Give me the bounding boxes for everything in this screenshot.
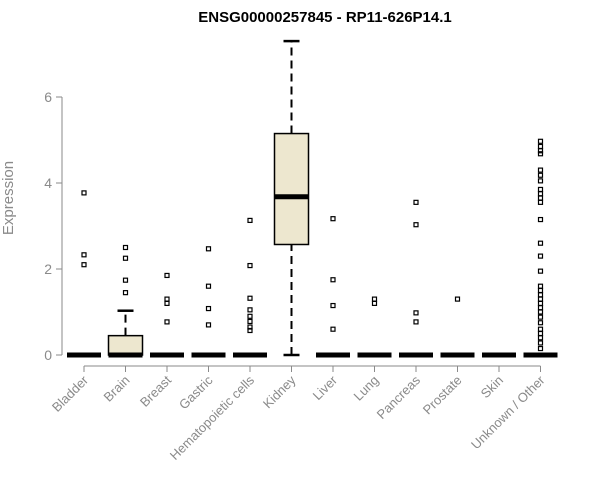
outlier-point: [537, 216, 544, 223]
y-tick-label: 2: [44, 261, 52, 277]
outlier-point: [537, 172, 544, 178]
outlier-point: [537, 268, 544, 274]
outlier-point: [164, 296, 170, 302]
box-brain: [107, 244, 144, 358]
outlier-point: [164, 272, 170, 279]
outlier-point: [164, 319, 170, 325]
box-kidney: [273, 39, 310, 357]
outlier-point: [371, 300, 378, 306]
outlier-point: [205, 322, 212, 328]
outlier-point: [537, 340, 544, 346]
outlier-point: [537, 300, 544, 306]
outlier-point: [537, 287, 544, 294]
x-tick-label-gastric: Gastric: [176, 372, 216, 412]
x-tick-label-liver: Liver: [310, 372, 341, 403]
outlier-point: [537, 283, 544, 289]
outlier-point: [413, 319, 419, 325]
outlier-point: [537, 305, 544, 311]
y-axis: 0 2 4 6: [44, 89, 63, 363]
box-bladder: [67, 190, 101, 358]
box-lung: [357, 296, 392, 358]
outlier-point: [330, 216, 336, 222]
outlier-point: [537, 143, 544, 150]
plot-area: [67, 39, 558, 358]
y-tick-label: 4: [44, 175, 52, 191]
outlier-point: [81, 262, 87, 268]
outlier-point: [537, 314, 544, 320]
outlier-point: [537, 178, 544, 184]
x-tick-label-prostate: Prostate: [420, 373, 465, 418]
outlier-point: [537, 292, 544, 298]
box-body: [107, 334, 144, 356]
outlier-point: [247, 295, 253, 301]
outlier-point: [122, 290, 129, 296]
outlier-point: [205, 283, 212, 289]
box-gastric: [191, 246, 226, 358]
outlier-point: [164, 300, 170, 306]
outlier-point: [537, 191, 544, 197]
outlier-point: [330, 277, 336, 283]
box-breast: [150, 272, 184, 358]
outlier-point: [330, 326, 336, 332]
outlier-point: [537, 309, 544, 315]
x-tick-label-kidney: Kidney: [260, 372, 299, 411]
outlier-point: [454, 296, 461, 302]
x-tick-label-skin: Skin: [478, 373, 506, 401]
outlier-point: [413, 199, 419, 205]
box-unknown-other: [523, 138, 558, 358]
outlier-point: [413, 222, 419, 228]
outlier-point: [205, 246, 212, 252]
outlier-point: [537, 296, 544, 302]
outlier-point: [537, 335, 544, 341]
y-axis-label: Expression: [0, 161, 17, 235]
outlier-point: [247, 217, 253, 224]
outlier-point: [122, 244, 129, 251]
outlier-point: [81, 252, 87, 258]
box-pancreas: [399, 199, 433, 358]
outlier-point: [247, 307, 253, 313]
outlier-point: [537, 138, 544, 144]
box-liver: [316, 216, 350, 358]
box-hematopoietic-cells: [233, 217, 267, 358]
outlier-point: [537, 330, 544, 337]
outlier-point: [537, 253, 544, 259]
outlier-point: [537, 240, 544, 246]
y-tick-label: 0: [44, 347, 52, 363]
x-tick-label-lung: Lung: [351, 373, 382, 404]
x-tick-label-unknown-other: Unknown / Other: [468, 372, 548, 452]
outlier-point: [205, 305, 212, 312]
outlier-point: [537, 320, 544, 326]
outlier-point: [537, 199, 544, 205]
x-tick-label-brain: Brain: [101, 373, 133, 405]
chart-title: ENSG00000257845 - RP11-626P14.1: [198, 9, 452, 26]
box-body: [273, 132, 310, 246]
outlier-point: [247, 327, 253, 334]
outlier-point: [537, 345, 544, 352]
outlier-point: [413, 310, 419, 316]
outlier-point: [247, 262, 253, 269]
x-tick-label-pancreas: Pancreas: [374, 372, 424, 422]
outlier-point: [537, 151, 544, 157]
outlier-point: [122, 277, 129, 283]
outlier-point: [247, 313, 253, 319]
box-prostate: [440, 296, 475, 358]
outlier-point: [371, 296, 378, 302]
outlier-point: [537, 195, 544, 201]
outlier-point: [537, 148, 544, 154]
x-tick-label-bladder: Bladder: [49, 372, 92, 415]
outlier-point: [330, 302, 336, 309]
outlier-point: [81, 190, 87, 196]
outlier-point: [537, 326, 544, 332]
y-tick-label: 6: [44, 89, 52, 105]
x-tick-label-breast: Breast: [137, 372, 174, 409]
outlier-point: [537, 167, 544, 173]
outlier-point: [122, 255, 129, 261]
outlier-point: [537, 186, 544, 193]
outlier-point: [247, 318, 253, 325]
